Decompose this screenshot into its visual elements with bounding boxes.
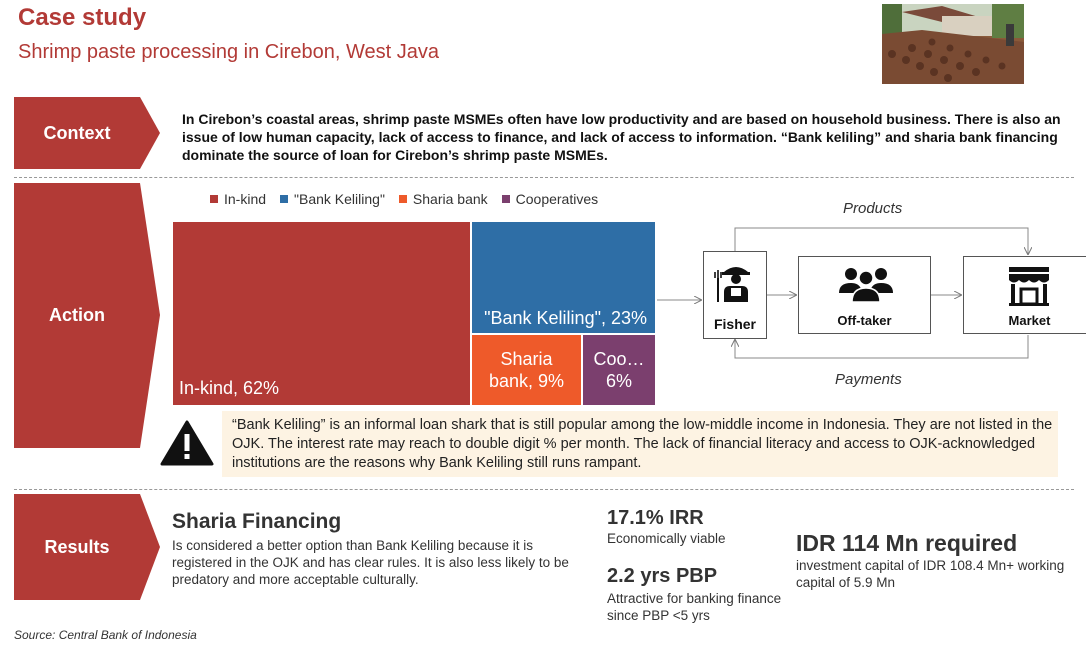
irr-note: Economically viable: [607, 531, 726, 546]
legend-label: In-kind: [224, 191, 267, 207]
results-title: Sharia Financing: [172, 510, 342, 533]
source-note: Source: Central Bank of Indonesia: [14, 628, 197, 642]
action-section-arrow: Action: [14, 183, 160, 448]
results-label: Results: [44, 536, 110, 557]
legend-label: "Bank Keliling": [294, 191, 385, 207]
legend-swatch: [210, 195, 218, 203]
investment-value: IDR 114 Mn required: [796, 530, 1018, 556]
context-section-arrow: Context: [14, 97, 160, 169]
treemap-label: "Bank Keliling", 23%: [484, 308, 647, 328]
page-title: Case study: [18, 4, 147, 31]
farmer-icon: [714, 267, 750, 302]
divider: [14, 489, 1074, 490]
offtaker-box: Off-taker: [798, 256, 931, 334]
fisher-box: Fisher: [703, 251, 767, 339]
page-subtitle: Shrimp paste processing in Cirebon, West…: [18, 41, 439, 63]
legend-item: "Bank Keliling": [280, 191, 385, 207]
warning-triangle-icon: [160, 420, 214, 466]
products-label: Products: [843, 200, 903, 217]
legend-swatch: [501, 195, 510, 203]
legend-swatch: [280, 195, 289, 203]
legend-label: Sharia bank: [412, 191, 488, 207]
treemap-cell-sharia-bank: Sharia bank, 9%: [472, 335, 581, 405]
people-group-icon: [839, 268, 893, 303]
warning-text: “Bank Keliling” is an informal loan shar…: [232, 417, 1053, 471]
storefront-icon: [1009, 267, 1049, 306]
legend-item: In-kind: [210, 191, 266, 207]
legend-item: Cooperatives: [501, 191, 599, 207]
treemap-cell-cooperatives: Coo… 6%: [583, 335, 655, 405]
irr-value: 17.1% IRR: [607, 507, 704, 529]
market-box: Market: [963, 256, 1086, 334]
treemap-label: Sharia bank, 9%: [488, 349, 565, 391]
legend-label: Cooperatives: [515, 191, 599, 207]
treemap-cell-bank-keliling: "Bank Keliling", 23%: [472, 222, 655, 333]
results-section-arrow: Results: [14, 494, 160, 600]
offtaker-label: Off-taker: [837, 313, 892, 328]
results-description: Is considered a better option than Bank …: [172, 538, 569, 587]
shrimp-paste-photo: [882, 4, 1024, 84]
flow-connectors: [657, 227, 1086, 359]
legend-swatch: [398, 195, 407, 203]
investment-note: investment capital of IDR 108.4 Mn+ work…: [796, 558, 1065, 590]
pbp-value: 2.2 yrs PBP: [607, 565, 718, 587]
context-text: In Cirebon’s coastal areas, shrimp paste…: [182, 111, 1061, 163]
treemap-label: Coo… 6%: [593, 349, 645, 391]
fisher-label: Fisher: [713, 316, 756, 332]
warning-box: [222, 411, 1058, 477]
chart-legend: In-kind "Bank Keliling" Sharia bank Coop…: [210, 191, 598, 207]
action-label: Action: [49, 305, 105, 325]
payments-label: Payments: [835, 371, 902, 388]
treemap-label: In-kind, 62%: [179, 378, 280, 398]
divider: [14, 177, 1074, 178]
context-label: Context: [43, 122, 111, 143]
treemap-cell-in-kind: In-kind, 62%: [173, 222, 470, 405]
market-label: Market: [1008, 313, 1051, 328]
legend-item: Sharia bank: [398, 191, 488, 207]
pbp-note: Attractive for banking finance since PBP…: [607, 591, 782, 623]
